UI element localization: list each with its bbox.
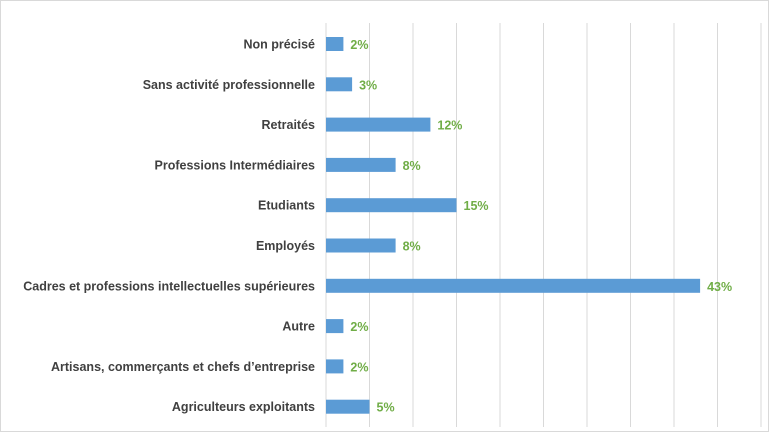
data-label: 8% [403,159,421,173]
data-label: 15% [464,199,489,213]
category-label: Non précisé [243,38,315,52]
data-label: 8% [403,240,421,254]
category-label: Professions Intermédiaires [155,158,316,172]
bar [326,399,370,414]
data-label: 2% [350,360,368,374]
data-label: 2% [350,38,368,52]
category-label: Etudiants [258,199,315,213]
data-label: 43% [707,280,732,294]
gridlines [325,23,762,427]
bars [326,37,701,414]
data-label: 5% [377,401,395,415]
category-label: Agriculteurs exploitants [172,400,315,414]
bar [326,117,431,132]
data-label: 2% [350,320,368,334]
category-label: Artisans, commerçants et chefs d’entrepr… [51,360,315,374]
bar [326,278,701,293]
category-label: Retraités [262,118,316,132]
category-label: Employés [256,239,315,253]
bar [326,37,344,51]
bar [326,238,396,253]
bar [326,319,344,334]
category-label: Sans activité professionnelle [143,78,315,92]
labels: Non précisé 2% Sans activité professionnel… [23,38,732,415]
bar [326,359,344,374]
bar [326,198,457,213]
data-label: 3% [359,78,377,92]
bar [326,77,353,92]
bar [326,157,396,172]
category-label: Cadres et professions intellectuelles su… [23,279,315,293]
data-label: 12% [437,119,462,133]
category-label: Autre [282,320,315,334]
